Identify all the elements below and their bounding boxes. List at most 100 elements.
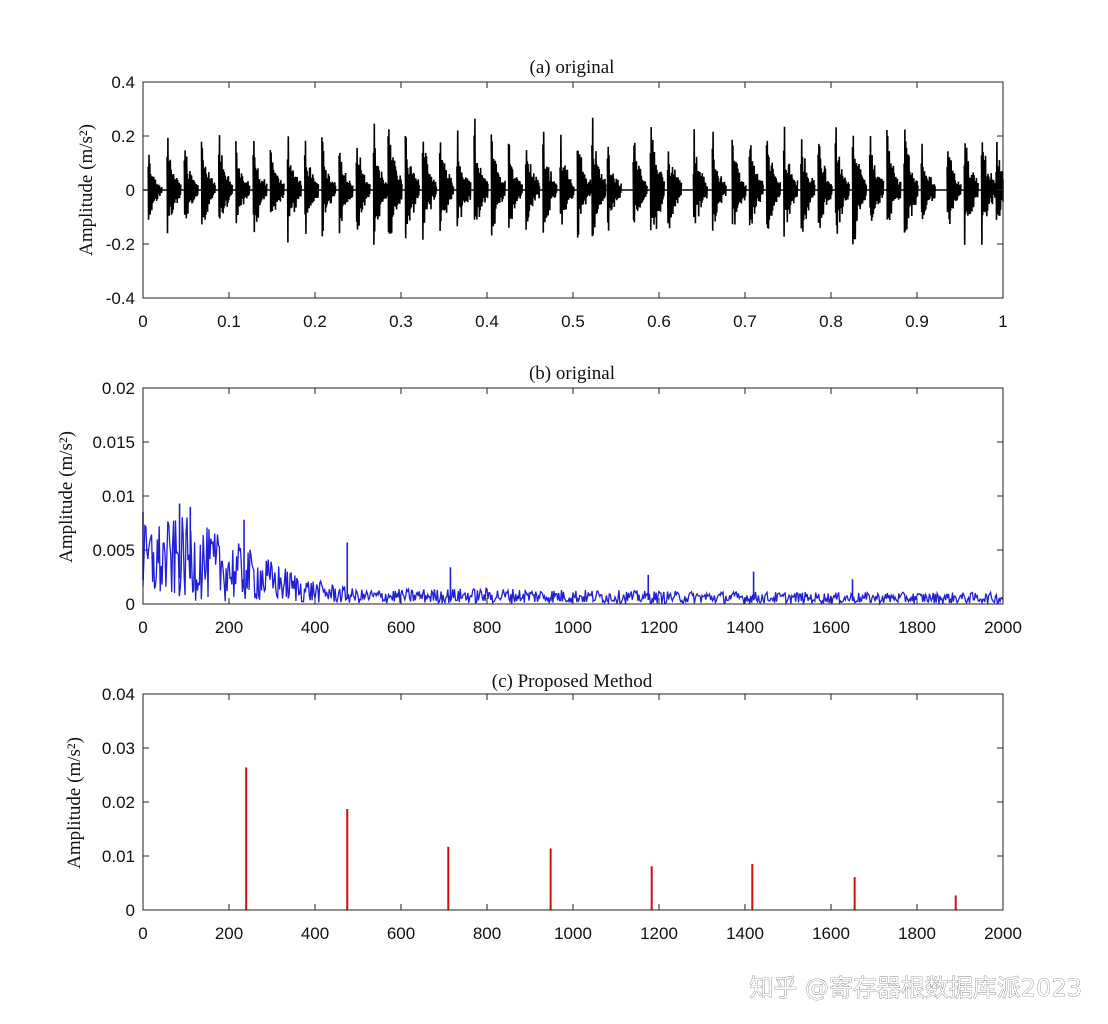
y-tick-label: 0.04 <box>102 685 135 704</box>
signal-burst <box>868 135 885 221</box>
x-tick-label: 0.5 <box>561 312 585 331</box>
panel-c: (c) Proposed Method Amplitude (m/s²) 0 20… <box>64 671 1022 943</box>
spectrum-line <box>142 517 1004 606</box>
x-tick-label: 1400 <box>726 618 764 637</box>
x-tick-label: 0.4 <box>475 312 499 331</box>
panel-b-ylabel: Amplitude (m/s²) <box>56 431 77 563</box>
signal-burst <box>606 146 622 231</box>
signal-burst <box>524 150 541 230</box>
signal-burst <box>438 142 455 231</box>
signal-burst <box>576 150 592 238</box>
signal-burst <box>456 130 472 227</box>
x-tick-label: 1800 <box>898 924 936 943</box>
x-tick-label: 1600 <box>812 618 850 637</box>
signal-burst <box>542 131 558 233</box>
x-tick-label: 1200 <box>640 924 678 943</box>
signal-burst <box>421 141 438 240</box>
panel-c-ylabel: Amplitude (m/s²) <box>64 737 85 869</box>
x-tick-label: 0 <box>138 312 147 331</box>
x-tick-label: 0.8 <box>819 312 843 331</box>
signal-burst <box>851 135 868 245</box>
signal-burst <box>303 140 320 234</box>
panel-a-plot-area <box>143 117 1004 245</box>
x-tick-label: 1600 <box>812 924 850 943</box>
x-tick-label: 400 <box>301 618 329 637</box>
signal-burst <box>166 137 182 234</box>
x-tick-label: 200 <box>215 924 243 943</box>
signal-burst <box>632 142 648 223</box>
y-tick-label: 0.02 <box>102 793 135 812</box>
signal-burst <box>920 143 936 220</box>
signal-burst <box>980 142 997 245</box>
panel-a-ylabel: Amplitude (m/s²) <box>76 124 97 256</box>
signal-burst <box>286 136 302 243</box>
x-tick-label: 0.9 <box>905 312 929 331</box>
x-tick-label: 1800 <box>898 618 936 637</box>
signal-burst <box>147 154 163 220</box>
x-tick-label: 1000 <box>554 618 592 637</box>
signal-burst <box>666 151 683 229</box>
x-tick-label: 600 <box>387 618 415 637</box>
y-tick-label: -0.4 <box>106 289 135 308</box>
x-tick-label: 0.3 <box>389 312 413 331</box>
panel-b-x-ticks: 0 200 400 600 800 1000 1200 1400 1600 1800 2000 <box>138 388 1022 637</box>
signal-burst <box>559 134 575 225</box>
x-tick-label: 800 <box>473 618 501 637</box>
panel-a-title: (a) original <box>530 57 615 78</box>
signal-burst <box>692 129 708 224</box>
y-tick-label: 0.02 <box>102 379 135 398</box>
panel-b-frame <box>142 387 1004 605</box>
signal-burst <box>946 151 962 225</box>
signal-burst <box>355 147 371 230</box>
signal-burst <box>903 129 919 233</box>
y-tick-label: 0.01 <box>102 487 135 506</box>
signal-burst <box>800 139 816 232</box>
signal-burst <box>834 127 850 234</box>
x-tick-label: 1400 <box>726 924 764 943</box>
signal-burst <box>372 123 388 245</box>
y-tick-label: 0 <box>126 595 135 614</box>
panel-b: (b) original Amplitude (m/s²) 0 200 400 600… <box>56 363 1022 637</box>
signal-burst <box>963 143 979 245</box>
x-tick-label: 0.6 <box>647 312 671 331</box>
signal-burst <box>765 140 782 229</box>
x-tick-label: 2000 <box>984 924 1022 943</box>
signal-burst <box>217 135 234 219</box>
panel-c-x-ticks: 0 200 400 600 800 1000 1200 1400 1600 1800 2000 <box>138 694 1022 943</box>
x-tick-label: 0.1 <box>217 312 241 331</box>
y-tick-label: 0.2 <box>111 127 135 146</box>
signal-burst <box>183 150 199 219</box>
y-tick-label: 0.015 <box>92 433 135 452</box>
x-tick-label: 0 <box>138 924 147 943</box>
x-tick-label: 600 <box>387 924 415 943</box>
x-tick-label: 0.7 <box>733 312 757 331</box>
y-tick-label: 0.005 <box>92 541 135 560</box>
signal-burst <box>269 150 285 213</box>
x-tick-label: 0.2 <box>303 312 327 331</box>
signal-burst <box>649 127 665 231</box>
panel-a: (a) original Amplitude (m/s²) 0 0.1 0.2 0.3… <box>76 57 1008 331</box>
panel-c-y-ticks: 0 0.01 0.02 0.03 0.04 <box>102 685 1003 920</box>
signal-burst <box>200 141 216 225</box>
panel-b-plot-area <box>142 503 1004 606</box>
signal-burst <box>338 152 354 234</box>
signal-burst <box>782 126 799 237</box>
y-tick-label: 0.4 <box>111 73 135 92</box>
x-tick-label: 1000 <box>554 924 592 943</box>
panel-c-title: (c) Proposed Method <box>492 671 653 692</box>
signal-burst <box>711 131 727 231</box>
signal-burst <box>387 129 403 234</box>
x-tick-label: 1 <box>998 312 1007 331</box>
signal-burst <box>490 134 506 236</box>
signal-burst <box>995 141 1004 220</box>
x-tick-label: 0 <box>138 618 147 637</box>
signal-burst <box>404 135 420 239</box>
x-tick-label: 400 <box>301 924 329 943</box>
x-tick-label: 1200 <box>640 618 678 637</box>
signal-burst <box>235 141 251 224</box>
signal-burst <box>473 118 489 220</box>
signal-burst <box>252 140 268 233</box>
signal-burst <box>748 145 764 226</box>
y-tick-label: 0 <box>126 901 135 920</box>
